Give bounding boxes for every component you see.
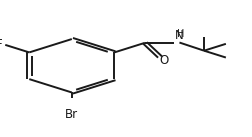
Text: Br: Br [65, 108, 78, 121]
Text: O: O [159, 54, 168, 67]
Text: H: H [176, 29, 184, 39]
Text: N: N [175, 29, 184, 42]
Text: F: F [0, 38, 2, 51]
